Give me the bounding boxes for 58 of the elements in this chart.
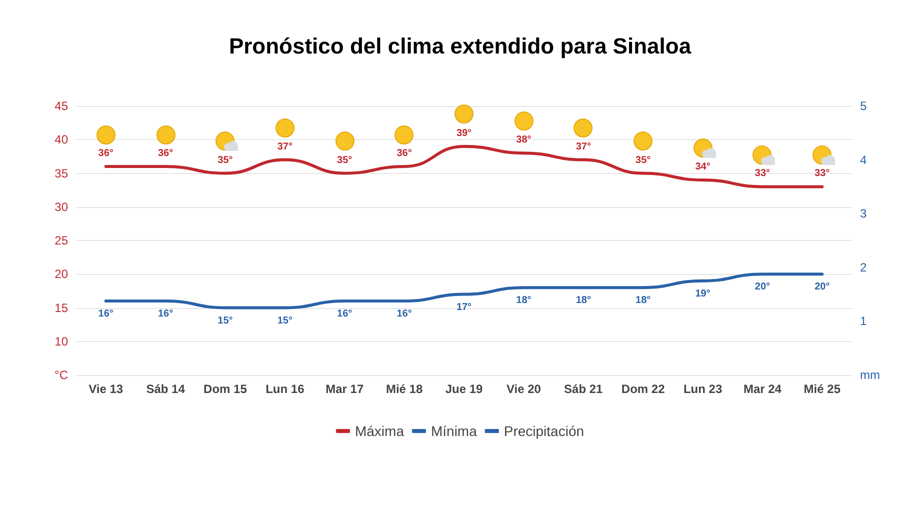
y-tick-label: °C xyxy=(54,368,68,382)
data-label: 34° xyxy=(695,161,710,172)
y2-tick-label: 4 xyxy=(860,152,867,167)
x-tick-label: Lun 16 xyxy=(266,382,305,396)
x-tick-label: Lun 23 xyxy=(683,382,722,396)
chart-title: Pronóstico del clima extendido para Sinaloa xyxy=(228,34,692,58)
x-tick-label: Mar 24 xyxy=(743,382,782,396)
data-label: 20° xyxy=(814,282,830,293)
legend-label: Máxima xyxy=(354,423,404,439)
y2-tick-label: 3 xyxy=(860,206,867,221)
x-tick-label: Vie 20 xyxy=(506,382,542,396)
y2-tick-label: 2 xyxy=(860,260,867,274)
y2-tick-label: 5 xyxy=(860,99,867,113)
data-label: 37° xyxy=(576,141,591,152)
y-tick-label: 30 xyxy=(54,200,68,214)
y-tick-label: 10 xyxy=(54,334,68,348)
data-label: 16° xyxy=(158,308,174,320)
y-tick-label: 35 xyxy=(54,166,68,180)
data-label: 39° xyxy=(456,128,472,139)
data-label: 20° xyxy=(754,282,770,293)
data-label: 18° xyxy=(636,295,651,306)
data-label: 35° xyxy=(636,154,651,166)
data-label: 18° xyxy=(516,295,532,306)
x-tick-label: Mar 17 xyxy=(326,382,364,396)
y2-tick-label: 1 xyxy=(860,314,867,328)
x-tick-label: Dom 22 xyxy=(621,382,666,396)
y2-tick-label: mm xyxy=(860,368,880,382)
data-label: 15° xyxy=(277,315,292,326)
data-label: 33° xyxy=(814,168,830,180)
y-tick-label: 25 xyxy=(54,234,68,248)
data-label: 18° xyxy=(576,295,591,306)
x-tick-label: Sáb 14 xyxy=(146,382,186,396)
x-tick-label: Mié 25 xyxy=(804,382,841,396)
data-label: 15° xyxy=(218,315,233,326)
x-tick-label: Mié 18 xyxy=(386,382,423,396)
legend-label: Precipitación xyxy=(504,423,584,439)
x-tick-label: Sáb 21 xyxy=(564,382,604,396)
data-label: 17° xyxy=(456,302,472,313)
data-label: 16° xyxy=(337,308,352,320)
legend-label: Mínima xyxy=(430,423,478,439)
y-tick-label: 45 xyxy=(54,99,68,113)
data-label: 36° xyxy=(158,148,174,160)
y-tick-label: 40 xyxy=(54,132,68,147)
data-label: 16° xyxy=(396,308,412,320)
data-label: 36° xyxy=(98,148,114,160)
y-tick-label: 15 xyxy=(54,300,68,315)
data-label: 33° xyxy=(754,168,770,180)
data-label: 16° xyxy=(98,308,114,320)
data-label: 19° xyxy=(695,288,710,300)
x-tick-label: Jue 19 xyxy=(445,382,484,396)
y-tick-label: 20 xyxy=(54,267,68,282)
data-label: 37° xyxy=(277,141,292,152)
x-tick-label: Vie 13 xyxy=(88,382,124,396)
data-label: 38° xyxy=(516,134,532,146)
data-label: 35° xyxy=(337,154,352,166)
data-label: 36° xyxy=(396,148,412,160)
x-tick-label: Dom 15 xyxy=(204,382,248,396)
data-label: 35° xyxy=(218,154,233,166)
